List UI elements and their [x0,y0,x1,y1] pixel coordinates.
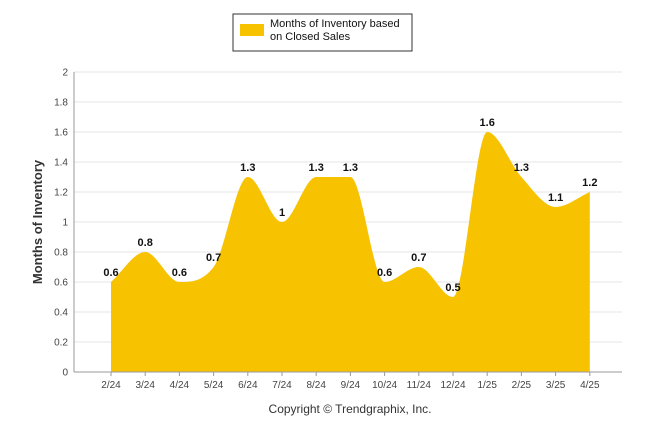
y-tick-label: 1.2 [54,188,68,199]
data-label: 0.8 [138,237,153,249]
x-tick-label: 10/24 [372,380,397,391]
data-label: 1.2 [582,177,597,189]
x-tick-label: 3/24 [135,380,155,391]
data-label: 0.7 [411,252,426,264]
y-tick-label: 2 [62,68,68,79]
legend-label-line-1: Months of Inventory based [270,18,400,30]
data-label: 1 [279,207,285,219]
x-tick-label: 5/24 [204,380,224,391]
y-tick-labels: 0 0.2 0.4 0.6 0.8 1 1.2 1.4 1.6 1.8 2 [54,68,68,379]
area-series-fill [111,132,590,372]
data-label: 0.7 [206,252,221,264]
x-tick-label: 6/24 [238,380,258,391]
legend: Months of Inventory based on Closed Sale… [232,13,413,52]
y-tick-label: 0.4 [54,308,68,319]
data-labels: 0.6 0.8 0.6 0.7 1.3 1 1.3 1.3 0.6 0.7 0.5 1.6 1.3 1.1… [103,117,597,294]
x-tick-label: 12/24 [440,380,465,391]
y-tick-label: 0.8 [54,248,68,259]
data-label: 0.5 [445,282,460,294]
y-tick-label: 1.6 [54,128,68,139]
x-tick-label: 4/25 [580,380,600,391]
x-tick-label: 8/24 [306,380,326,391]
x-tick-label: 11/24 [407,380,432,391]
y-axis-title: Months of Inventory [30,159,45,284]
data-label: 0.6 [172,267,187,279]
y-tick-label: 1 [62,218,68,229]
x-tick-label: 2/24 [101,380,121,391]
data-label: 1.3 [240,162,255,174]
copyright-footer: Copyright © Trendgraphix, Inc. [269,402,432,416]
legend-swatch [240,24,264,36]
y-tick-label: 0.6 [54,278,68,289]
x-tick-label: 9/24 [341,380,361,391]
data-label: 1.3 [514,162,529,174]
y-tick-label: 0.2 [54,338,68,349]
y-tick-label: 1.4 [54,158,68,169]
x-tick-label: 4/24 [170,380,190,391]
axes [73,72,622,376]
data-label: 1.1 [548,192,563,204]
y-tick-label: 0 [62,368,68,379]
legend-label-line-2: on Closed Sales [270,31,351,43]
x-tick-label: 2/25 [512,380,532,391]
x-tick-labels: 2/24 3/24 4/24 5/24 6/24 7/24 8/24 9/24 10/24 11/… [101,380,600,391]
data-label: 1.3 [309,162,324,174]
x-tick-label: 3/25 [546,380,566,391]
data-label: 0.6 [103,267,118,279]
x-tick-label: 1/25 [477,380,497,391]
x-tick-label: 7/24 [272,380,292,391]
data-label: 1.3 [343,162,358,174]
y-tick-label: 1.8 [54,98,68,109]
data-label: 1.6 [480,117,495,129]
data-label: 0.6 [377,267,392,279]
